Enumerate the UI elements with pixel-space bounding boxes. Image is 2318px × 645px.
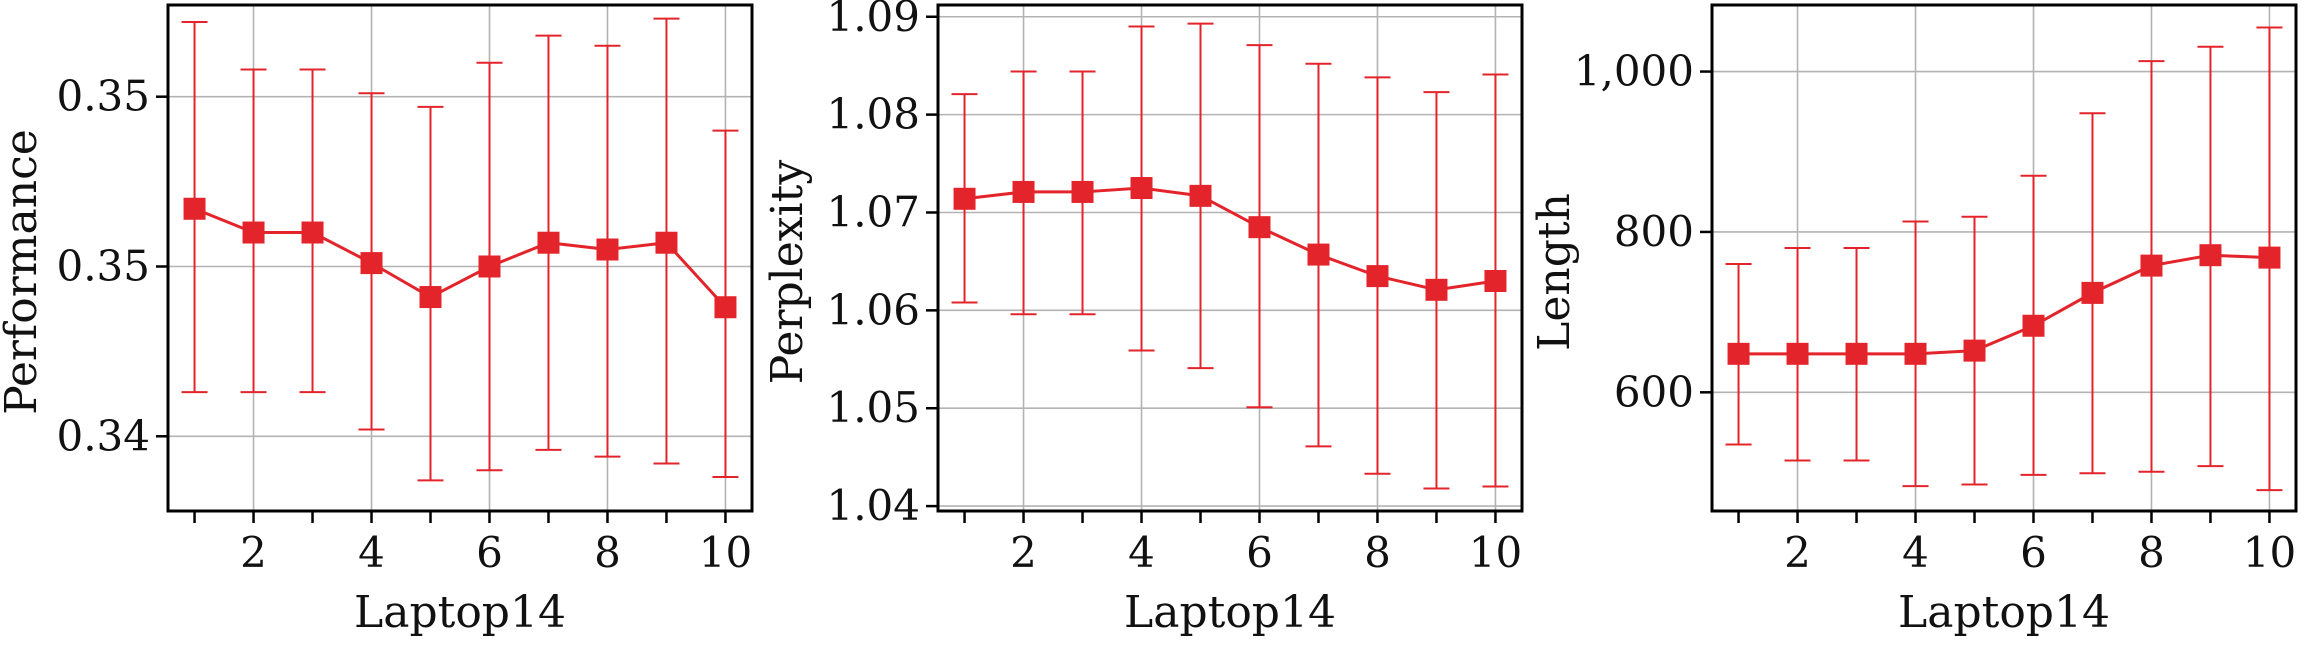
data-point (183, 197, 206, 220)
x-axis-label: Laptop14 (1898, 587, 2110, 638)
data-point (1727, 342, 1750, 365)
data-point (953, 187, 976, 210)
x-tick-label: 8 (1364, 528, 1391, 577)
y-tick-label: 1.05 (826, 383, 920, 432)
data-point (1845, 342, 1868, 365)
x-tick-label: 8 (2138, 528, 2165, 577)
chart-panel-2: 2 4 6 8 10 1.04 1.05 1.06 1.07 1.08 1.09 Laptop14 Pe… (762, 0, 1524, 638)
x-tick-label: 10 (699, 528, 752, 577)
data-point (360, 252, 383, 275)
y-tick-label: 1.06 (826, 285, 920, 334)
data-point (1786, 342, 1809, 365)
data-point (242, 221, 265, 244)
data-point (419, 286, 442, 309)
x-tick-label: 4 (1128, 528, 1155, 577)
data-point (2258, 246, 2281, 269)
series-line (1738, 253, 2270, 356)
data-point (714, 296, 737, 319)
x-tick-label: 2 (1010, 528, 1037, 577)
data-point (1307, 243, 1330, 266)
data-point (478, 255, 501, 278)
x-tick-label: 2 (1784, 528, 1811, 577)
data-point (1130, 177, 1153, 200)
data-point (1366, 265, 1389, 288)
y-axis-label: Length (1529, 193, 1580, 351)
series-line (193, 207, 727, 309)
data-point (1904, 342, 1927, 365)
plot-frame (166, 3, 754, 513)
data-series (951, 22, 1509, 490)
x-tick-label: 6 (2020, 528, 2047, 577)
data-point (655, 231, 678, 254)
data-point (1012, 180, 1035, 203)
x-tick-label: 10 (1469, 528, 1522, 577)
y-tick-label: 1.09 (826, 0, 920, 41)
data-point (2199, 244, 2222, 267)
series-line (964, 186, 1496, 292)
x-tick-label: 6 (476, 528, 503, 577)
data-point (537, 231, 560, 254)
data-series (1725, 26, 2283, 492)
x-tick-label: 8 (594, 528, 621, 577)
y-axis-label: Perplexity (762, 160, 813, 385)
y-axis-label: Performance (0, 129, 47, 414)
y-tick-label: 1,000 (1574, 47, 1694, 96)
x-tick-label: 4 (358, 528, 385, 577)
y-tick-label: 600 (1614, 367, 1694, 416)
data-point (301, 221, 324, 244)
x-tick-label: 10 (2243, 528, 2296, 577)
data-point (2081, 281, 2104, 304)
x-tick-label: 2 (240, 528, 267, 577)
y-tick-label: 0.34 (56, 411, 150, 460)
y-tick-label: 0.35 (56, 241, 150, 290)
data-point (1425, 278, 1448, 301)
plot-frame (1710, 3, 2298, 513)
data-point (596, 238, 619, 261)
plot-frame (936, 3, 1524, 513)
y-tick-label: 0.35 (56, 72, 150, 121)
x-tick-label: 4 (1902, 528, 1929, 577)
y-tick-label: 1.08 (826, 90, 920, 139)
x-axis-label: Laptop14 (354, 587, 566, 638)
data-series (181, 17, 739, 482)
data-point (2140, 254, 2163, 277)
data-point (1189, 184, 1212, 207)
y-tick-label: 1.04 (826, 481, 920, 530)
data-point (1484, 270, 1507, 292)
data-point (1248, 216, 1271, 239)
chart-panel-3: 2 4 6 8 10 600 800 1,000 Laptop14 Length (1529, 3, 2298, 638)
chart-panel-1: 2 4 6 8 10 0.34 0.35 0.35 Laptop14 Performance (0, 3, 754, 638)
y-tick-label: 800 (1614, 207, 1694, 256)
y-tick-label: 1.07 (826, 187, 920, 236)
data-point (1963, 339, 1986, 362)
x-axis-label: Laptop14 (1124, 587, 1336, 638)
data-point (2022, 314, 2045, 337)
x-tick-label: 6 (1246, 528, 1273, 577)
data-point (1071, 180, 1094, 203)
